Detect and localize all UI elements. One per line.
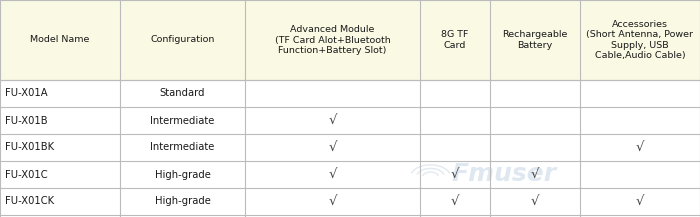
Text: High-grade: High-grade — [155, 169, 211, 179]
Text: Fmuser: Fmuser — [452, 162, 556, 186]
Bar — [0, 134, 700, 161]
Bar — [0, 80, 700, 107]
Bar — [0, 161, 700, 188]
Text: 8G TF
Card: 8G TF Card — [441, 30, 469, 50]
Text: FU-X01BK: FU-X01BK — [5, 143, 54, 153]
Text: √: √ — [328, 114, 337, 127]
Text: √: √ — [451, 168, 459, 181]
Bar — [0, 107, 700, 134]
Text: Configuration: Configuration — [150, 36, 215, 44]
Text: Standard: Standard — [160, 89, 205, 99]
Text: FU-X01A: FU-X01A — [5, 89, 48, 99]
Text: √: √ — [636, 195, 644, 208]
Text: FU-X01B: FU-X01B — [5, 115, 48, 125]
Text: Rechargeable
Battery: Rechargeable Battery — [503, 30, 568, 50]
Text: √: √ — [636, 141, 644, 154]
Text: Intermediate: Intermediate — [150, 115, 215, 125]
Text: √: √ — [328, 195, 337, 208]
Text: √: √ — [328, 168, 337, 181]
Bar — [0, 188, 700, 215]
Text: Intermediate: Intermediate — [150, 143, 215, 153]
Bar — [0, 0, 700, 80]
Text: FU-X01CK: FU-X01CK — [5, 197, 54, 207]
Text: Advanced Module
(TF Card Alot+Bluetooth
Function+Battery Slot): Advanced Module (TF Card Alot+Bluetooth … — [274, 25, 391, 55]
Text: √: √ — [531, 168, 539, 181]
Text: √: √ — [451, 195, 459, 208]
Text: √: √ — [531, 195, 539, 208]
Text: Model Name: Model Name — [30, 36, 90, 44]
Text: √: √ — [328, 141, 337, 154]
Text: High-grade: High-grade — [155, 197, 211, 207]
Text: FU-X01C: FU-X01C — [5, 169, 48, 179]
Text: Accessories
(Short Antenna, Power
Supply, USB
Cable,Audio Cable): Accessories (Short Antenna, Power Supply… — [587, 20, 694, 60]
